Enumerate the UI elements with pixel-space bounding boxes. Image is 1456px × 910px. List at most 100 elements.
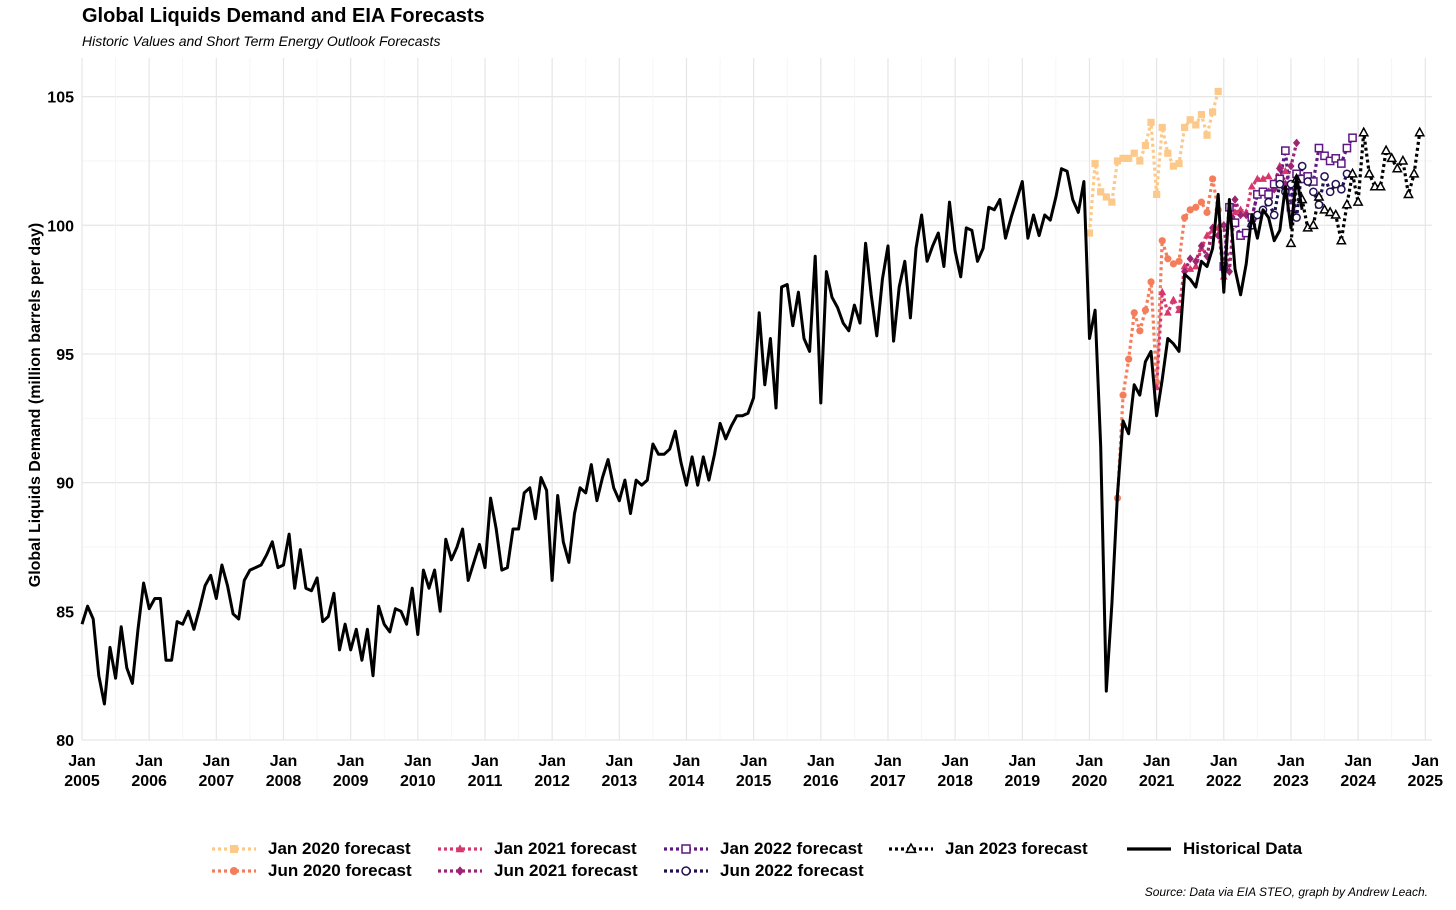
y-tick-label: 105	[47, 90, 74, 107]
legend-item: Jun 2021 forecast	[436, 860, 638, 882]
data-point-jun-2021-forecast	[1181, 267, 1189, 276]
y-tick-label: 85	[56, 604, 74, 621]
data-point-jan-2021-forecast	[1158, 287, 1167, 296]
data-point-jun-2021-forecast	[1209, 223, 1217, 233]
data-point-jan-2020-forecast	[1197, 111, 1206, 119]
data-point-jun-2022-forecast	[1264, 197, 1273, 207]
legend-marker	[230, 845, 238, 853]
data-point-jun-2020-forecast	[1125, 355, 1133, 363]
data-point-jan-2023-forecast	[1347, 167, 1358, 178]
data-point-jan-2023-forecast	[1319, 203, 1330, 214]
legend-marker	[230, 867, 238, 875]
legend-key	[664, 866, 708, 876]
x-tick-label: Jan 2016	[803, 753, 839, 790]
data-point-jun-2021-forecast	[1237, 210, 1245, 220]
data-point-jan-2020-forecast	[1192, 121, 1200, 129]
data-point-jan-2023-forecast	[1363, 167, 1375, 178]
data-point-jan-2021-forecast	[1259, 174, 1267, 182]
data-point-jan-2023-forecast	[1375, 180, 1386, 191]
x-tick-label: Jan 2012	[534, 753, 570, 790]
x-tick-label: Jan 2023	[1273, 753, 1309, 790]
data-point-jan-2022-forecast	[1314, 143, 1324, 153]
data-point-jun-2022-forecast	[1337, 184, 1346, 194]
data-point-jun-2021-forecast	[1220, 220, 1228, 230]
legend-key	[664, 844, 708, 854]
data-point-jan-2023-forecast	[1352, 196, 1364, 206]
data-point-jan-2023-forecast	[1397, 154, 1409, 165]
data-point-jan-2021-forecast	[1253, 174, 1262, 182]
data-point-jan-2020-forecast	[1158, 123, 1166, 132]
data-point-jan-2020-forecast	[1214, 87, 1222, 96]
data-point-jun-2020-forecast	[1130, 309, 1138, 317]
data-point-jan-2023-forecast	[1403, 188, 1414, 199]
x-tick-label: Jan 2019	[1005, 753, 1041, 790]
data-point-jun-2020-forecast	[1119, 391, 1127, 399]
x-tick-label: Jan 2009	[333, 753, 369, 790]
data-point-jun-2022-forecast	[1275, 179, 1285, 189]
series-points	[80, 87, 1426, 706]
data-point-jan-2021-forecast	[1203, 231, 1211, 239]
data-point-jun-2022-forecast	[1314, 200, 1324, 210]
legend-key	[1127, 847, 1171, 851]
x-tick-label: Jan 2011	[468, 753, 503, 790]
chart-subtitle: Historic Values and Short Term Energy Ou…	[82, 33, 441, 49]
data-point-jan-2020-forecast	[1136, 157, 1144, 165]
legend-item: Jan 2022 forecast	[662, 838, 863, 860]
data-point-jan-2021-forecast	[1281, 166, 1290, 175]
data-point-jan-2023-forecast	[1307, 219, 1319, 230]
data-point-jan-2021-forecast	[1186, 264, 1195, 272]
data-point-jan-2021-forecast	[1169, 295, 1178, 303]
data-point-jan-2023-forecast	[1408, 167, 1420, 178]
data-point-jan-2020-forecast	[1164, 149, 1172, 157]
data-point-jun-2021-forecast	[1197, 241, 1206, 251]
x-tick-label: Jan 2008	[266, 753, 302, 790]
data-point-jun-2020-forecast	[1181, 213, 1189, 222]
data-point-jan-2021-forecast	[1236, 205, 1245, 213]
data-point-jan-2020-forecast	[1108, 198, 1116, 206]
x-tick-label: Jan 2021	[1139, 753, 1175, 790]
y-axis-label: Global Liquids Demand (million barrels p…	[27, 223, 44, 588]
data-point-jan-2020-forecast	[1208, 108, 1217, 116]
data-point-jun-2022-forecast	[1320, 172, 1329, 181]
data-point-jan-2022-forecast	[1331, 154, 1341, 163]
data-point-jun-2022-forecast	[1269, 210, 1279, 220]
data-point-jan-2023-forecast	[1358, 126, 1370, 137]
grid-lines	[81, 58, 1432, 741]
legend: Jan 2020 forecast Jun 2020 forecast Jan 20…	[210, 838, 1350, 884]
series-line-historical-data	[80, 167, 1304, 706]
legend-item: Jun 2022 forecast	[662, 860, 864, 882]
legend-label: Jan 2022 forecast	[720, 839, 863, 858]
data-point-jan-2023-forecast	[1285, 237, 1297, 248]
legend-label: Jun 2021 forecast	[494, 861, 638, 880]
y-tick-label: 95	[56, 347, 74, 364]
data-point-jan-2020-forecast	[1153, 190, 1161, 198]
x-tick-label: Jan 2024	[1340, 753, 1376, 790]
data-point-jan-2020-forecast	[1147, 118, 1155, 126]
data-point-jun-2022-forecast	[1303, 177, 1313, 186]
x-tick-label: Jan 2025	[1407, 753, 1443, 790]
legend-label: Historical Data	[1183, 839, 1303, 858]
legend-item: Historical Data	[1125, 838, 1302, 860]
data-point-jun-2022-forecast	[1309, 187, 1318, 197]
data-point-jun-2021-forecast	[1186, 254, 1194, 264]
data-point-jan-2023-forecast	[1386, 152, 1398, 163]
data-point-jan-2021-forecast	[1231, 208, 1239, 216]
data-point-jan-2023-forecast	[1313, 190, 1325, 201]
y-tick-label: 80	[56, 733, 74, 750]
x-tick-label: Jan 2017	[870, 753, 906, 790]
series-lines	[1087, 91, 1422, 499]
legend-marker	[681, 866, 691, 876]
legend-label: Jan 2021 forecast	[494, 839, 637, 858]
data-point-jan-2020-forecast	[1186, 116, 1194, 124]
data-point-jan-2020-forecast	[1203, 131, 1211, 139]
data-point-jan-2022-forecast	[1348, 133, 1357, 143]
legend-item: Jan 2020 forecast	[210, 838, 411, 860]
data-point-jan-2023-forecast	[1391, 162, 1403, 173]
data-point-jun-2020-forecast	[1197, 198, 1206, 206]
data-point-jun-2022-forecast	[1297, 161, 1307, 171]
data-point-jun-2020-forecast	[1164, 255, 1172, 263]
data-point-jan-2020-forecast	[1181, 123, 1189, 132]
legend-key	[438, 844, 482, 853]
data-point-jan-2020-forecast	[1091, 159, 1099, 168]
data-point-jun-2022-forecast	[1292, 213, 1301, 222]
